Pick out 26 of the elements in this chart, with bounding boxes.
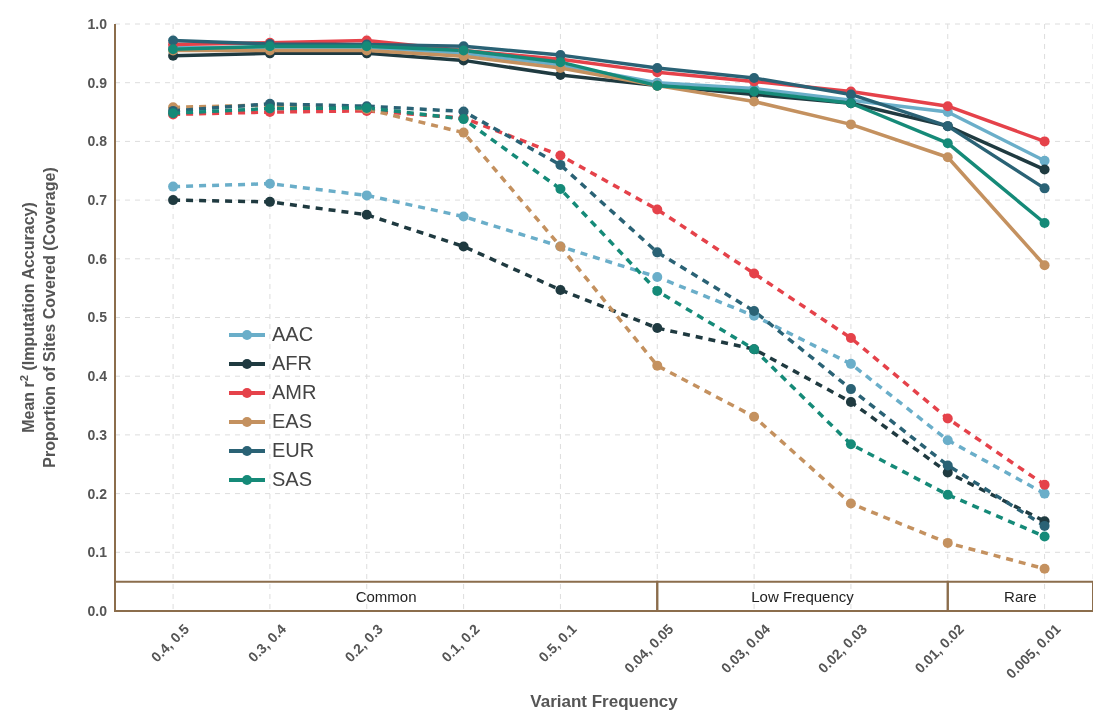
y-tick-label: 0.8	[87, 133, 108, 150]
y-tick-label: 0.2	[87, 485, 108, 502]
y-tick-label: 0.6	[87, 250, 108, 267]
y-tick-label: 0.7	[87, 192, 108, 209]
legend-label: SAS	[272, 468, 313, 491]
x-tick-label: 0.5, 0.1	[535, 620, 580, 666]
x-tick-label: 0.1, 0.2	[438, 620, 483, 666]
y-tick-label: 1.0	[87, 15, 108, 32]
legend-label: EAS	[272, 410, 313, 433]
annotation: Common	[355, 587, 417, 605]
y-tick-label: 0.0	[87, 602, 108, 619]
legend-label: AAC	[272, 323, 314, 346]
y-tick-label: 0.3	[87, 426, 108, 443]
y-tick-label: 0.5	[87, 309, 108, 326]
x-tick-label: 0.3, 0.4	[244, 620, 290, 666]
y-tick-label: 0.4	[87, 368, 108, 385]
y-tick-label: 0.1	[87, 544, 108, 561]
x-tick-label: 0.4, 0.5	[147, 620, 193, 666]
y-tick-label: 0.9	[87, 74, 108, 91]
legend-label: AFR	[272, 352, 312, 375]
annotation: Rare	[1004, 587, 1037, 605]
x-tick-label: 0.2, 0.3	[341, 620, 387, 666]
annotation: Low Frequency	[751, 587, 855, 605]
legend-label: AMR	[272, 381, 317, 404]
x-axis-title: Variant Frequency	[530, 692, 679, 711]
legend-label: EUR	[272, 439, 315, 462]
